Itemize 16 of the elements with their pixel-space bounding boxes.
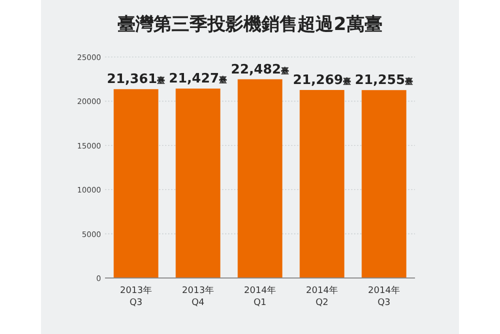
data-label: 21,361臺 <box>106 72 166 88</box>
bar <box>114 89 158 278</box>
bar <box>300 90 344 278</box>
x-tick-label: 2014年 Q1 <box>244 285 276 308</box>
data-label: 22,482臺 <box>230 62 290 78</box>
x-tick-label: 2014年 Q3 <box>368 285 400 308</box>
bar <box>362 90 406 278</box>
data-label: 21,427臺 <box>168 72 228 87</box>
x-tick-label: 2014年 Q2 <box>306 285 338 308</box>
x-tick-label: 2013年 Q4 <box>182 285 214 308</box>
data-label: 21,255臺 <box>354 73 414 88</box>
chart-title: 臺灣第三季投影機銷售超過2萬臺 <box>118 14 382 35</box>
bar <box>176 88 220 278</box>
data-label: 21,269臺 <box>292 72 352 88</box>
x-tick-label: 2013年 Q3 <box>120 285 152 308</box>
bar <box>238 79 282 278</box>
